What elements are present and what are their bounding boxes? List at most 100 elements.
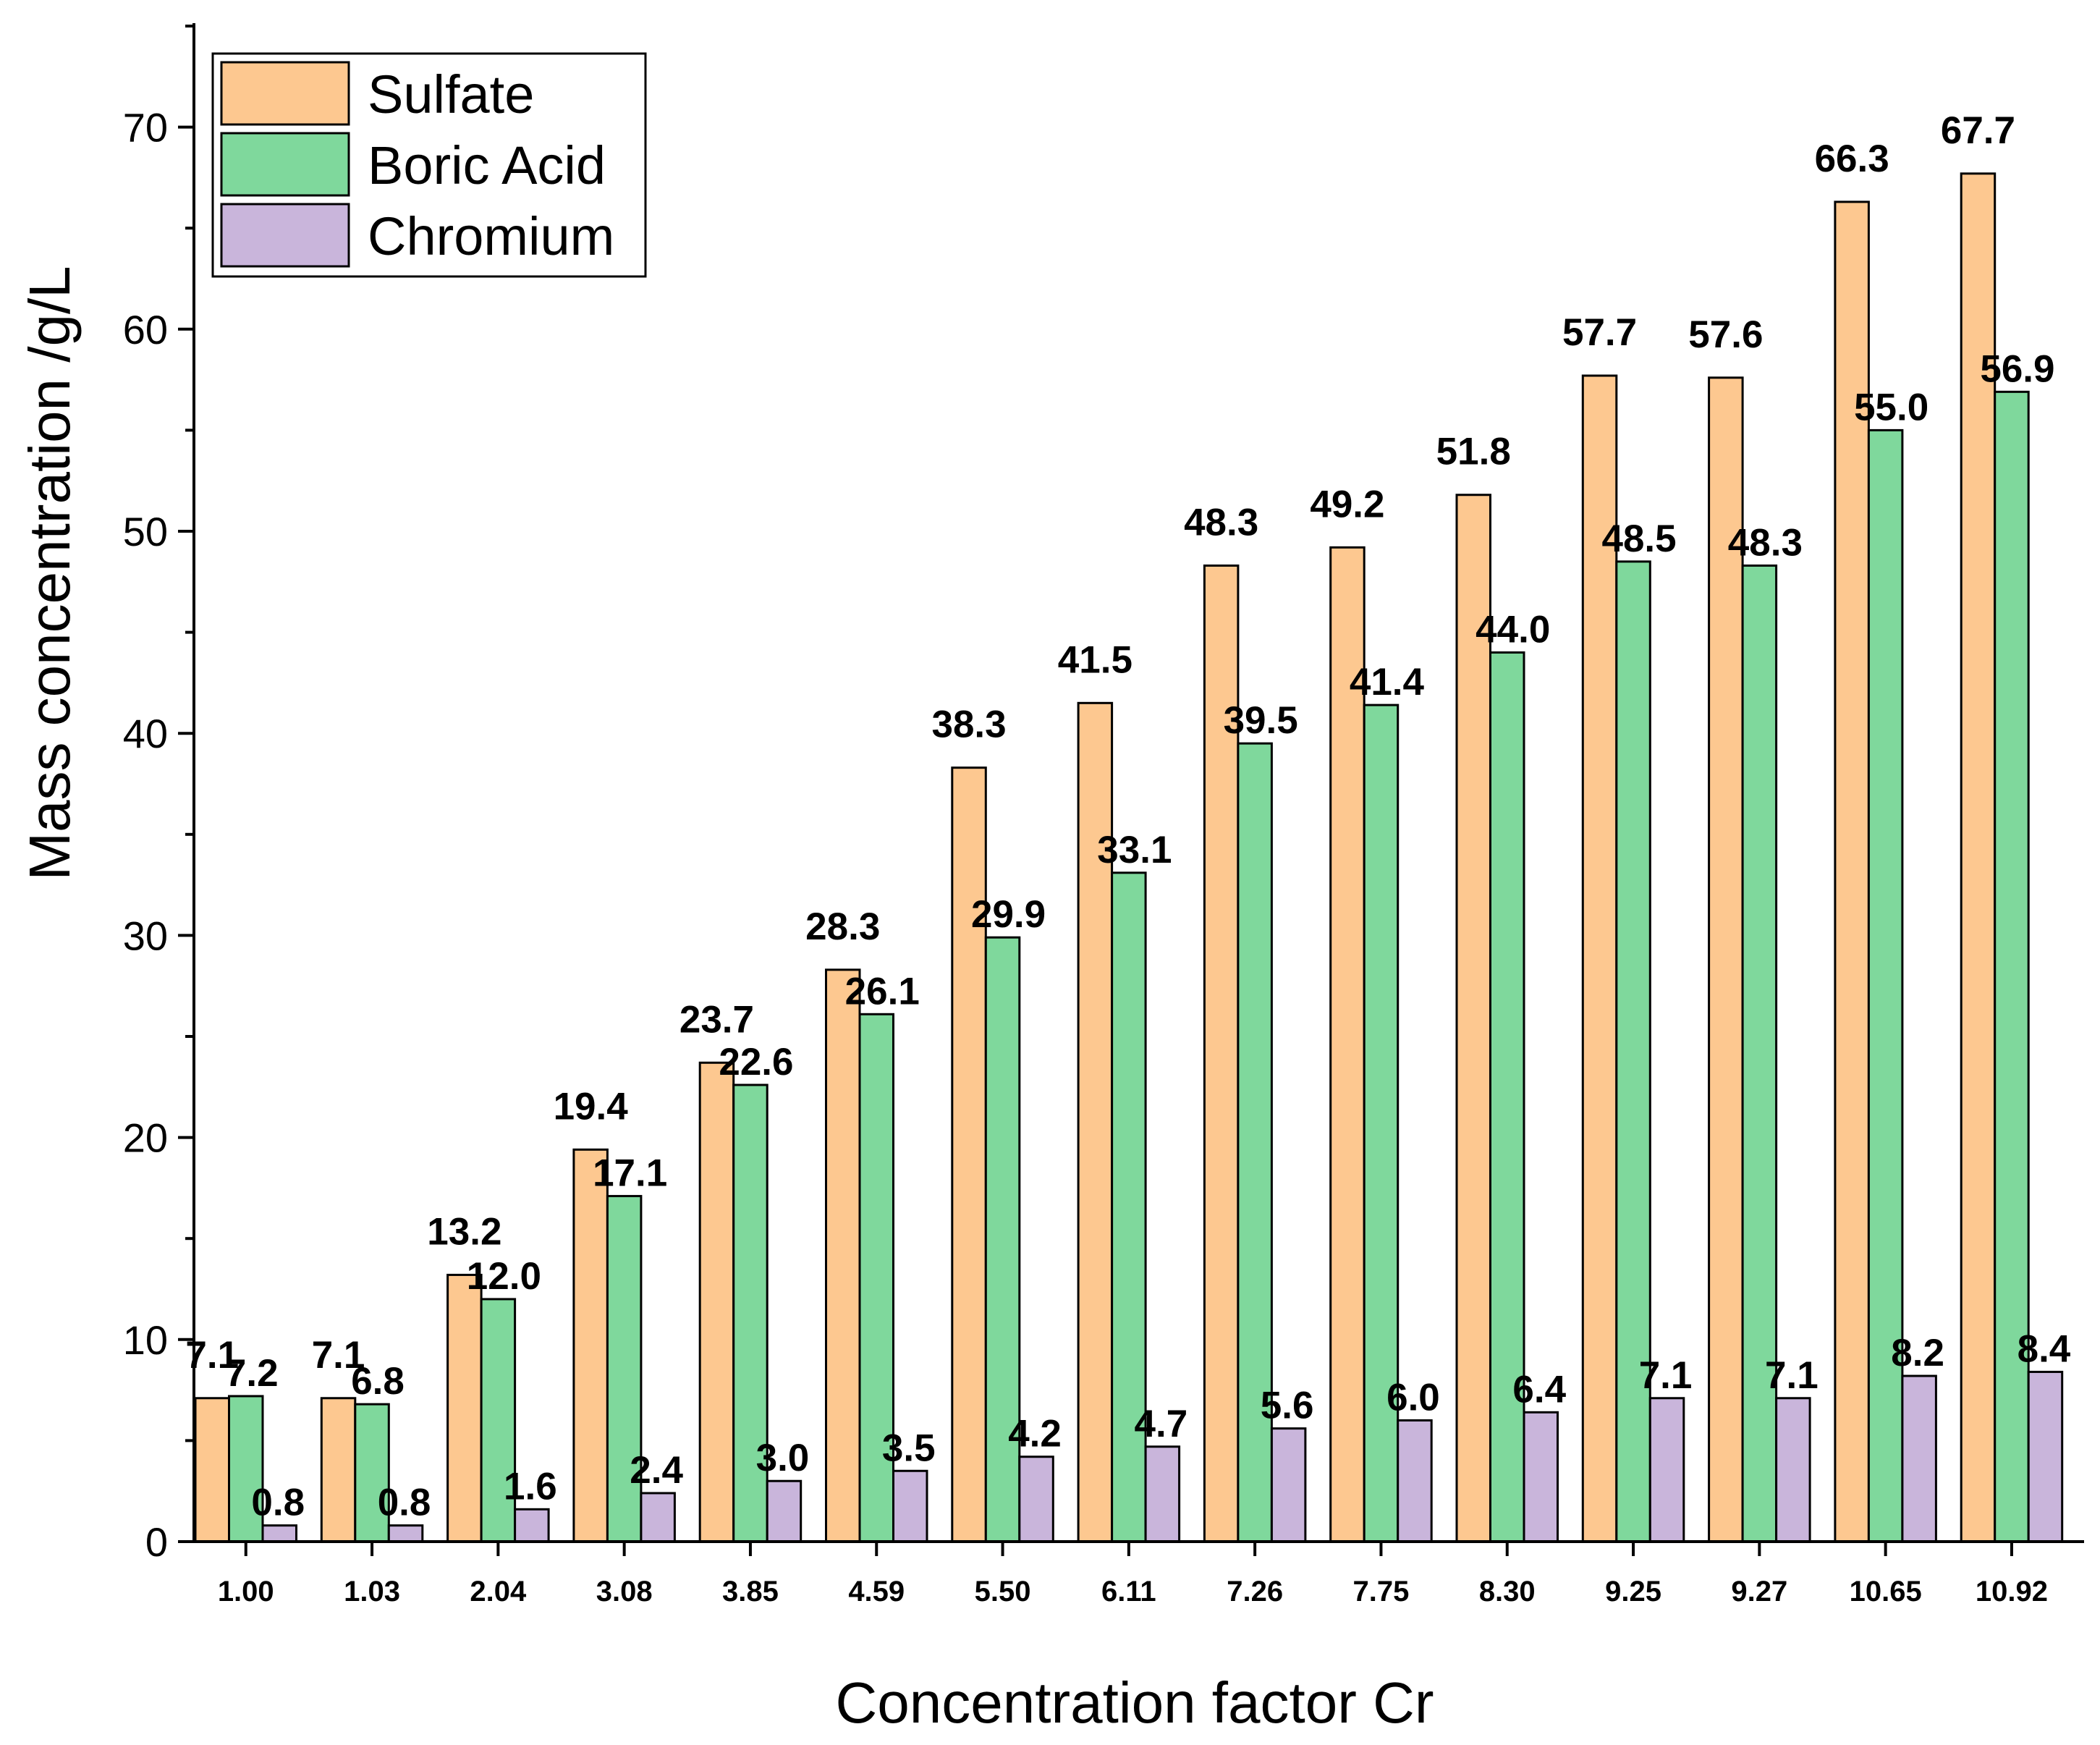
bar-boric-acid-7.26 [1237,742,1273,1543]
y-tick-label: 70 [123,105,168,151]
data-label: 7.1 [312,1334,365,1377]
data-label: 1.6 [504,1465,557,1508]
bar-chromium-6.11 [1144,1445,1181,1543]
x-tick-label: 1.00 [218,1576,274,1607]
data-label: 66.3 [1815,138,1889,180]
bar-chromium-4.59 [892,1469,928,1543]
data-label: 6.8 [351,1360,405,1403]
bar-boric-acid-4.59 [858,1013,894,1543]
x-tick-label: 7.26 [1227,1576,1283,1607]
bar-chromium-1.00 [261,1524,297,1543]
bar-boric-acid-3.85 [732,1083,769,1543]
x-axis-title: Concentration factor Cr [835,1670,1434,1735]
bar-sulfate-1.00 [194,1397,230,1543]
bar-chromium-9.25 [1648,1397,1685,1543]
data-label: 7.1 [1765,1354,1819,1397]
data-label: 44.0 [1475,609,1550,651]
bars-layer [194,172,2064,1543]
bar-sulfate-2.04 [446,1273,483,1543]
x-tick-label: 10.65 [1850,1576,1922,1607]
data-label: 41.4 [1350,661,1425,704]
data-label: 38.3 [931,704,1006,746]
data-label: 57.6 [1688,313,1763,356]
x-tick-label: 7.75 [1353,1576,1410,1607]
x-tick-label: 1.03 [344,1576,400,1607]
legend-label: Sulfate [368,64,534,124]
bar-sulfate-1.03 [320,1397,357,1543]
data-label: 41.5 [1058,638,1132,681]
bar-sulfate-10.65 [1834,200,1870,1543]
data-label: 3.5 [882,1427,936,1469]
y-tick-label: 10 [123,1317,168,1363]
data-label: 67.7 [1941,109,2015,152]
bar-chromium-10.92 [2027,1370,2064,1543]
data-label: 26.1 [845,970,920,1013]
data-label: 29.9 [971,893,1046,936]
data-label: 2.4 [630,1449,683,1492]
y-axis-title: Mass concentration /g/L [17,266,82,880]
bar-sulfate-3.08 [572,1148,609,1543]
legend: Sulfate Boric Acid Chromium [211,52,647,278]
bar-sulfate-5.50 [951,766,987,1543]
data-label: 39.5 [1224,699,1298,742]
data-label: 55.0 [1854,386,1928,428]
x-tick-label: 3.85 [722,1576,779,1607]
x-tick-label: 2.04 [470,1576,527,1607]
bar-boric-acid-9.25 [1615,560,1651,1543]
data-labels-layer: 7.17.20.87.16.80.813.212.01.619.417.12.4… [185,109,2070,1524]
bar-sulfate-9.25 [1581,374,1618,1543]
data-label: 51.8 [1436,431,1511,473]
data-label: 48.3 [1728,521,1803,564]
data-label: 48.5 [1601,517,1676,560]
bar-boric-acid-9.27 [1741,564,1778,1543]
legend-swatch-boric-acid [220,132,350,197]
x-tick-label: 3.08 [596,1576,653,1607]
data-label: 0.8 [251,1482,305,1524]
bar-chromium-9.27 [1775,1397,1811,1543]
data-label: 28.3 [805,905,880,948]
axes: 0 10 20 30 40 50 60 70 1.00 1.03 2.04 3.08 3.85 4.59 5… [123,23,2084,1607]
y-tick-label: 60 [123,307,168,352]
bar-boric-acid-7.75 [1363,704,1400,1543]
bar-boric-acid-6.11 [1111,871,1147,1543]
data-label: 7.1 [1639,1354,1693,1397]
legend-label: Boric Acid [368,135,606,195]
bar-boric-acid-10.65 [1867,428,1904,1543]
bar-boric-acid-2.04 [480,1298,517,1543]
data-label: 49.2 [1310,483,1384,525]
data-label: 4.2 [1008,1413,1062,1455]
bar-chromium-7.75 [1397,1419,1433,1543]
legend-swatch-chromium [220,203,350,268]
data-label: 5.6 [1261,1385,1314,1427]
bar-boric-acid-8.30 [1489,651,1525,1543]
bar-chromium-5.50 [1018,1455,1054,1543]
data-label: 8.2 [1891,1332,1944,1374]
data-label: 19.4 [554,1085,629,1128]
data-label: 56.9 [1980,347,2054,390]
data-label: 23.7 [679,998,754,1041]
bar-chromium-10.65 [1901,1374,1937,1543]
x-tick-label: 4.59 [848,1576,905,1607]
legend-swatch-sulfate [220,61,350,126]
data-label: 3.0 [756,1437,810,1479]
data-label: 7.2 [225,1352,279,1395]
bar-sulfate-8.30 [1455,494,1491,1543]
data-label: 0.8 [378,1482,431,1524]
x-tick-label: 10.92 [1976,1576,2048,1607]
x-tick-label: 6.11 [1101,1576,1156,1607]
bar-chromium-8.30 [1523,1411,1559,1543]
y-tick-label: 30 [123,913,168,958]
bar-sulfate-7.26 [1203,564,1240,1543]
bar-chromium-7.26 [1270,1427,1307,1543]
x-tick-label: 9.27 [1731,1576,1787,1607]
data-label: 17.1 [593,1152,667,1195]
data-label: 48.3 [1184,501,1258,544]
bar-chromium-3.08 [640,1492,676,1543]
bar-chromium-2.04 [514,1508,550,1543]
bar-sulfate-4.59 [825,968,861,1543]
legend-label: Chromium [368,206,614,266]
bar-sulfate-3.85 [698,1061,735,1543]
bar-boric-acid-10.92 [1994,390,2030,1543]
y-tick-label: 20 [123,1115,168,1161]
